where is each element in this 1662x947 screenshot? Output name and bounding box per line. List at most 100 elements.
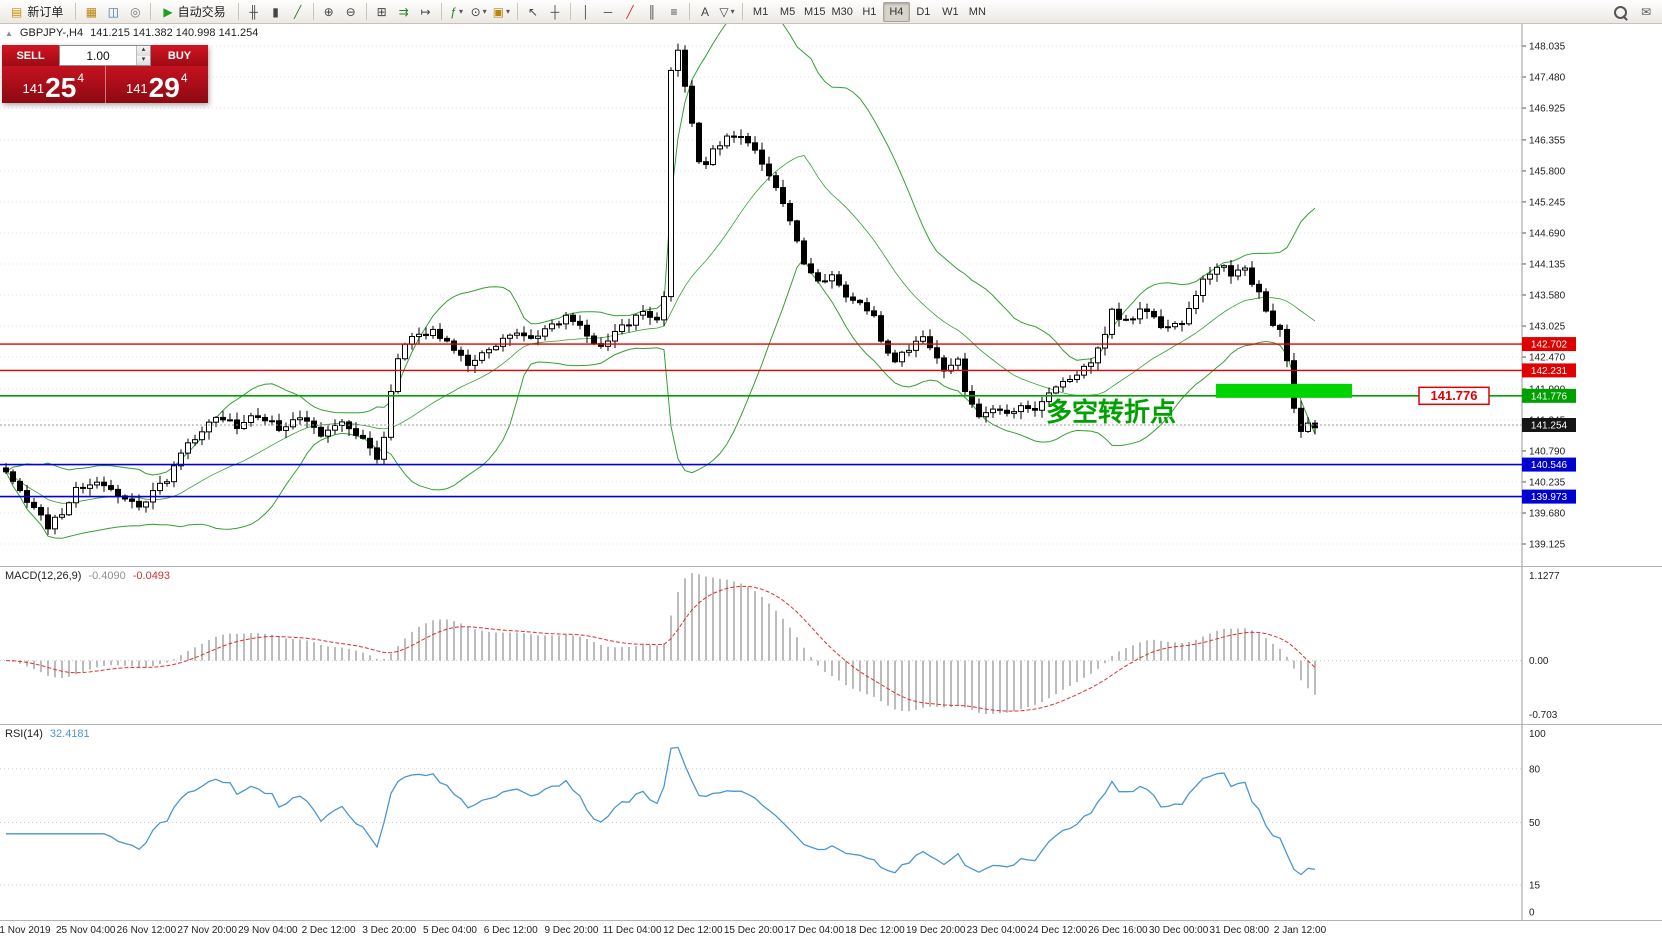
macd-main-value: -0.4090 [88,570,126,582]
time-label: 12 Dec 12:00 [663,925,723,936]
time-label: 26 Dec 16:00 [1088,925,1148,936]
lot-size-input[interactable] [60,46,136,65]
periods-button[interactable]: ⊙ ▾ [468,2,490,22]
time-axis[interactable]: 1 Nov 2019 25 Nov 04:00 26 Nov 12:00 27 Nov… [0,920,1662,947]
candles [3,43,1318,535]
chart-shift-button[interactable]: ↦ [415,2,437,22]
alerts-icon: ◎ [130,4,141,19]
alerts-button[interactable]: ◎ [124,2,146,22]
cursor-icon: ↖ [528,4,539,19]
time-label: 6 Dec 12:00 [483,925,538,936]
time-label: 9 Dec 20:00 [544,925,599,936]
svg-text:146.355: 146.355 [1529,135,1566,146]
vertical-line-button[interactable]: │ [575,2,597,22]
autotrade-icon: ▶ [163,4,173,19]
search-button[interactable] [1609,2,1631,22]
community-button[interactable]: ✉ [1635,2,1657,22]
new-order-button[interactable]: ▤ 新订单 [3,2,71,22]
text-tool-button[interactable]: A [694,2,716,22]
rsi-chart[interactable]: 100 80 50 15 0 [0,725,1662,920]
svg-text:146.925: 146.925 [1529,104,1566,115]
highlight-zone[interactable] [1216,383,1352,398]
price-label-box[interactable] [1418,386,1490,406]
svg-text:145.245: 145.245 [1529,197,1566,208]
timeframe-w1-button[interactable]: W1 [937,2,964,22]
price-tag [1522,457,1576,472]
trendline-button[interactable]: ╱ [619,2,641,22]
timeframe-h4-button[interactable]: H4 [882,1,910,22]
one-click-trading-panel: SELL ▴ ▾ BUY 141 25 4 141 [2,45,208,103]
time-label: 31 Dec 08:00 [1209,925,1270,936]
svg-text:144.135: 144.135 [1529,259,1566,270]
zoom-in-button[interactable]: ⊕ [318,2,340,22]
price-chart[interactable]: 148.035 147.480 146.925 146.355 145.800 145.2… [0,24,1662,566]
timeframe-m1-button[interactable]: M1 [747,2,774,22]
bar-chart-button[interactable]: ╫ [243,2,265,22]
candlestick-chart-button[interactable]: ▮ [265,2,287,22]
timeframe-h1-button[interactable]: H1 [856,2,883,22]
current-price-tag [1522,418,1576,433]
annotation-text[interactable]: 多空转折点 [1046,397,1176,427]
macd-chart[interactable]: 1.1277 0.00 -0.703 [0,567,1662,724]
buy-price-button[interactable]: 141 29 4 [106,66,209,103]
templates-button[interactable]: ▣ ▾ [490,2,513,22]
chevron-down-icon: ▾ [506,7,511,16]
rsi-label: RSI(14) 32.4181 [5,728,90,740]
lot-increase-button[interactable]: ▴ [137,46,150,56]
fibonacci-button[interactable]: ≡ [663,2,685,22]
toolbar-separator [742,3,744,20]
sell-price-sup: 4 [77,71,85,85]
periods-icon: ⊙ [470,4,481,19]
cursor-button[interactable]: ↖ [522,2,544,22]
indicators-button[interactable]: ƒ ▾ [446,2,468,22]
rsi-line [6,746,1316,876]
timeframe-m30-button[interactable]: M30 [828,2,855,22]
rsi-indicator-pane[interactable]: 100 80 50 15 0 RSI(14) 32.4181 [0,724,1662,920]
zoom-out-button[interactable]: ⊖ [340,2,362,22]
tile-windows-icon: ⊞ [376,4,387,19]
rsi-name: RSI(14) [5,728,43,740]
profiles-button[interactable]: ◫ [102,2,124,22]
price-chart-pane[interactable]: 148.035 147.480 146.925 146.355 145.800 145.2… [0,24,1662,566]
chart-shift-icon: ↦ [420,4,431,19]
chart-window-button[interactable]: ▦ [80,2,102,22]
channel-icon: ║ [647,4,657,19]
price-tag [1522,388,1576,403]
svg-text:140.235: 140.235 [1529,477,1566,488]
timeframe-m15-button[interactable]: M15 [801,2,828,22]
profiles-icon: ◫ [107,4,120,19]
auto-scroll-button[interactable]: ⇉ [393,2,415,22]
svg-text:140.546: 140.546 [1531,460,1568,471]
sell-price-big: 25 [45,72,77,103]
lot-decrease-button[interactable]: ▾ [137,55,150,65]
autotrade-button[interactable]: ▶ 自动交易 [155,2,233,22]
arrows-tool-button[interactable]: ▽ ▾ [716,2,738,22]
timeframe-d1-button[interactable]: D1 [910,2,937,22]
zoom-out-icon: ⊖ [345,4,356,19]
toolbar-separator [237,3,239,20]
tile-windows-button[interactable]: ⊞ [371,2,393,22]
macd-histogram [12,573,1316,714]
time-label: 3 Dec 20:00 [362,925,417,936]
expand-arrow-icon[interactable]: ▲ [5,28,13,38]
time-label: 24 Dec 12:00 [1027,925,1087,936]
buy-price-big: 29 [148,72,180,103]
time-label: 1 Nov 2019 [0,925,51,936]
sell-button[interactable]: SELL [2,45,59,66]
horizontal-line-button[interactable]: ─ [597,2,619,22]
symbol-info: ▲ GBPJPY-,H4 141.215 141.382 140.998 141… [5,27,258,39]
line-chart-button[interactable]: ╱ [287,2,309,22]
svg-text:-0.703: -0.703 [1529,710,1558,721]
macd-indicator-pane[interactable]: 1.1277 0.00 -0.703 MACD(12,26,9) -0.4090 -… [0,566,1662,724]
toolbar: ▤ 新订单 ▦ ◫ ◎ ▶ 自动交易 ╫ ▮ ╱ ⊕ ⊖ ⊞ ⇉ ↦ ƒ ▾ ⊙ ▾ ▣ ▾ ↖ ┼ │ ─ ╱ ║ ≡ A ▽ ▾ M1 M5… [0,0,1662,24]
time-label: 25 Nov 04:00 [55,925,116,936]
sell-price-button[interactable]: 141 25 4 [2,66,106,103]
buy-button[interactable]: BUY [151,45,208,66]
price-tag [1522,363,1576,378]
timeframe-m5-button[interactable]: M5 [774,2,801,22]
svg-text:141.254: 141.254 [1531,421,1568,432]
channel-button[interactable]: ║ [641,2,663,22]
timeframe-mn-button[interactable]: MN [964,2,991,22]
crosshair-button[interactable]: ┼ [544,2,566,22]
